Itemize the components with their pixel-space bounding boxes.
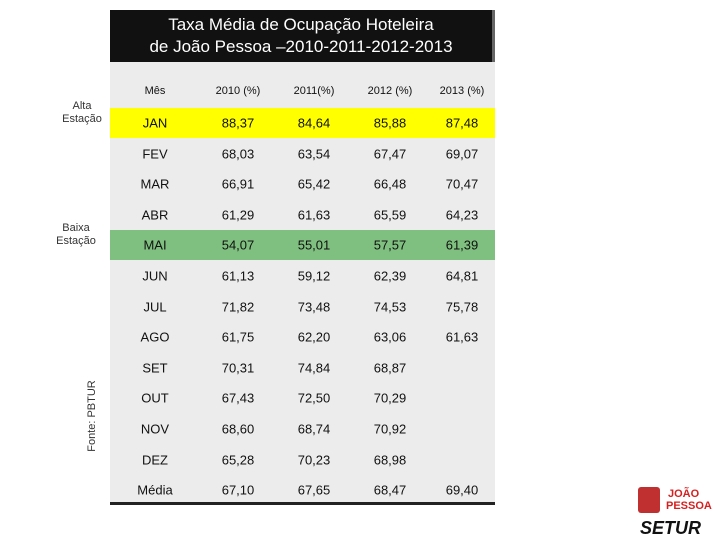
value-cell: 72,50 (297, 390, 331, 406)
month-cell: JUN (142, 268, 168, 284)
month-cell: AGO (140, 329, 170, 345)
value-cell: 55,01 (297, 237, 331, 253)
value-cell: 59,12 (297, 268, 331, 284)
value-cell: 61,63 (445, 329, 479, 345)
logo-text: PESSOA (666, 500, 712, 512)
value-cell: 66,48 (373, 176, 407, 192)
value-cell: 88,37 (221, 115, 255, 131)
month-cell: OUT (141, 390, 169, 406)
header-cell: Mês (144, 85, 166, 97)
value-cell: 54,07 (221, 237, 255, 253)
value-cell: 74,84 (297, 360, 331, 376)
title-line: Taxa Média de Ocupação Hoteleira (168, 15, 434, 34)
side-label-line: Estação (62, 113, 102, 125)
value-cell: 68,47 (373, 482, 407, 498)
value-cell: 68,03 (221, 146, 255, 162)
value-cell: 67,10 (221, 482, 255, 498)
value-cell: 75,78 (445, 299, 479, 315)
month-cell: SET (142, 360, 168, 376)
month-cell: Média (137, 482, 173, 498)
value-cell: 63,06 (373, 329, 407, 345)
value-cell: 68,60 (221, 421, 255, 437)
logo: JOÃO PESSOA (630, 483, 715, 538)
month-cell: DEZ (142, 452, 168, 468)
value-cell: 65,28 (221, 452, 255, 468)
value-cell: 67,43 (221, 390, 255, 406)
header-cell: 2011(%) (293, 85, 335, 97)
logo-crest (638, 487, 660, 513)
logo-name: SETUR (640, 518, 702, 538)
value-cell: 57,57 (373, 237, 407, 253)
value-cell: 71,82 (221, 299, 255, 315)
value-cell: 66,91 (221, 176, 255, 192)
value-cell: 64,23 (445, 207, 479, 223)
month-cell: JAN (142, 115, 168, 131)
value-cell: 68,87 (373, 360, 407, 376)
value-cell: 70,92 (373, 421, 407, 437)
value-cell: 70,47 (445, 176, 479, 192)
highlight-high-season (110, 108, 495, 138)
header-cell: 2013 (%) (439, 85, 485, 97)
side-label-line: Alta (72, 100, 92, 112)
month-cell: MAR (140, 176, 170, 192)
month-cell: NOV (140, 421, 170, 437)
value-cell: 61,29 (221, 207, 255, 223)
value-cell: 64,81 (445, 268, 479, 284)
value-cell: 61,39 (445, 237, 479, 253)
side-label: Alta Estação (52, 100, 112, 126)
title-line: de João Pessoa –2010-2011-2012-2013 (149, 37, 453, 56)
value-cell: 65,42 (297, 176, 331, 192)
highlight-low-season (110, 230, 495, 260)
month-cell: MAI (143, 237, 167, 253)
header-cell: 2010 (%) (215, 85, 261, 97)
title: Taxa Média de Ocupação Hoteleira de João… (110, 10, 495, 62)
header-cell: 2012 (%) (367, 85, 413, 97)
value-cell: 61,63 (297, 207, 331, 223)
value-cell: 70,23 (297, 452, 331, 468)
value-cell: 61,75 (221, 329, 255, 345)
value-cell: 84,64 (297, 115, 331, 131)
value-cell: 74,53 (373, 299, 407, 315)
side-label-line: Baixa (62, 222, 90, 234)
value-cell: 67,47 (373, 146, 407, 162)
value-cell: 61,13 (221, 268, 255, 284)
value-cell: 69,40 (445, 482, 479, 498)
value-cell: 69,07 (445, 146, 479, 162)
value-cell: 70,29 (373, 390, 407, 406)
value-cell: 70,31 (221, 360, 255, 376)
value-cell: 62,20 (297, 329, 331, 345)
source: Fonte: PBTUR (86, 380, 98, 452)
side-label-line: Estação (56, 235, 96, 247)
value-cell: 87,48 (445, 115, 479, 131)
value-cell: 73,48 (297, 299, 331, 315)
value-cell: 65,59 (373, 207, 407, 223)
value-cell: 68,74 (297, 421, 331, 437)
value-cell: 63,54 (297, 146, 331, 162)
side-label: Baixa Estação (46, 222, 106, 248)
value-cell: 67,65 (297, 482, 331, 498)
value-cell: 62,39 (373, 268, 407, 284)
month-cell: ABR (141, 207, 169, 223)
value-cell: 68,98 (373, 452, 407, 468)
logo-text: JOÃO (668, 488, 700, 500)
month-cell: FEV (142, 146, 168, 162)
value-cell: 85,88 (373, 115, 407, 131)
month-cell: JUL (143, 299, 167, 315)
